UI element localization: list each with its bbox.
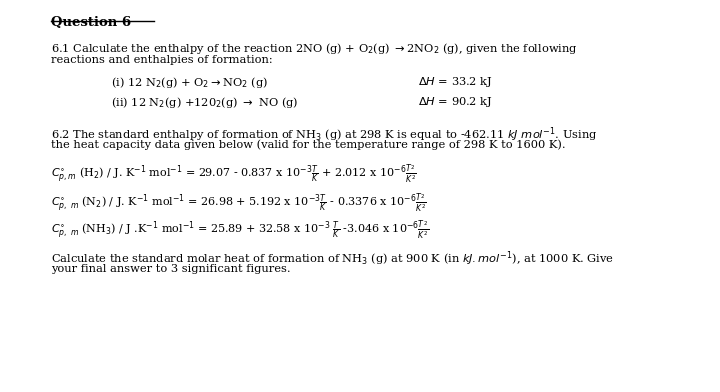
Text: $C_{p,\ m}^{\circ}$ (NH$_3$) / J .K$^{-1}$ mol$^{-1}$ = 25.89 + 32.58 x 10$^{-3}: $C_{p,\ m}^{\circ}$ (NH$_3$) / J .K$^{-1…: [51, 220, 429, 241]
Text: $\Delta H$ = 90.2 kJ: $\Delta H$ = 90.2 kJ: [418, 96, 493, 109]
Text: $\Delta H$ = 33.2 kJ: $\Delta H$ = 33.2 kJ: [418, 75, 493, 89]
Text: $C_{p,m}^{\circ}$ (H$_2$) / J. K$^{-1}$ mol$^{-1}$ = 29.07 - 0.837 x 10$^{-3}$$\: $C_{p,m}^{\circ}$ (H$_2$) / J. K$^{-1}$ …: [51, 163, 417, 185]
Text: (ii) 12 N$_2$(g) +120$_2$(g) $\rightarrow$ NO (g): (ii) 12 N$_2$(g) +120$_2$(g) $\rightarro…: [111, 96, 298, 111]
Text: Question 6: Question 6: [51, 16, 131, 29]
Text: Calculate the standard molar heat of formation of NH$_3$ (g) at 900 K (in $\math: Calculate the standard molar heat of for…: [51, 250, 614, 268]
Text: 6.2 The standard enthalpy of formation of NH$_3$ (g) at 298 K is equal to -462.1: 6.2 The standard enthalpy of formation o…: [51, 125, 598, 143]
Text: the heat capacity data given below (valid for the temperature range of 298 K to : the heat capacity data given below (vali…: [51, 139, 565, 150]
Text: your final answer to 3 significant figures.: your final answer to 3 significant figur…: [51, 264, 290, 274]
Text: (i) 12 N$_2$(g) + O$_2$$\rightarrow$NO$_2$ (g): (i) 12 N$_2$(g) + O$_2$$\rightarrow$NO$_…: [111, 75, 268, 90]
Text: reactions and enthalpies of formation:: reactions and enthalpies of formation:: [51, 55, 272, 65]
Text: 6.1 Calculate the enthalpy of the reaction 2NO (g) + O$_2$(g) $\rightarrow$2NO$_: 6.1 Calculate the enthalpy of the reacti…: [51, 41, 577, 56]
Text: $C_{p,\ m}^{\circ}$ (N$_2$) / J. K$^{-1}$ mol$^{-1}$ = 26.98 + 5.192 x 10$^{-3}$: $C_{p,\ m}^{\circ}$ (N$_2$) / J. K$^{-1}…: [51, 192, 427, 214]
